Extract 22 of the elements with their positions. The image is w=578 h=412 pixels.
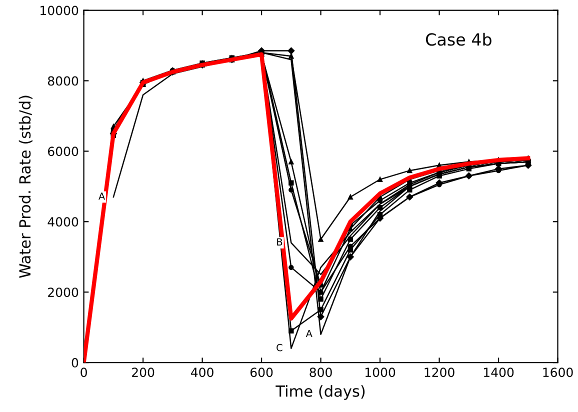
x-tick-label: 1200 (424, 368, 454, 378)
x-tick-label: 800 (310, 368, 332, 378)
annotation: A (306, 330, 312, 338)
x-tick-label: 1400 (484, 368, 514, 378)
y-tick-label: 8000 (48, 76, 78, 86)
y-tick-label: 6000 (48, 146, 78, 156)
y-tick-label: 10000 (40, 6, 78, 16)
y-tick-label: 4000 (48, 217, 78, 227)
annotation: C (276, 344, 282, 352)
annotation: A (98, 192, 106, 200)
x-tick-label: 1000 (366, 368, 396, 378)
x-tick-label: 0 (80, 368, 87, 378)
y-axis-title: Water Prod. Rate (stb/d) (18, 96, 32, 278)
y-tick-label: 2000 (48, 288, 78, 298)
x-tick-label: 400 (190, 368, 214, 378)
y-tick-label: 0 (72, 358, 78, 368)
x-tick-label: 200 (132, 368, 154, 378)
annotation: Case 4b (426, 32, 492, 46)
x-tick-label: 600 (250, 368, 273, 378)
annotation: B (277, 238, 282, 246)
x-axis-title: Time (days) (276, 385, 365, 400)
x-tick-label: 1600 (543, 368, 573, 378)
